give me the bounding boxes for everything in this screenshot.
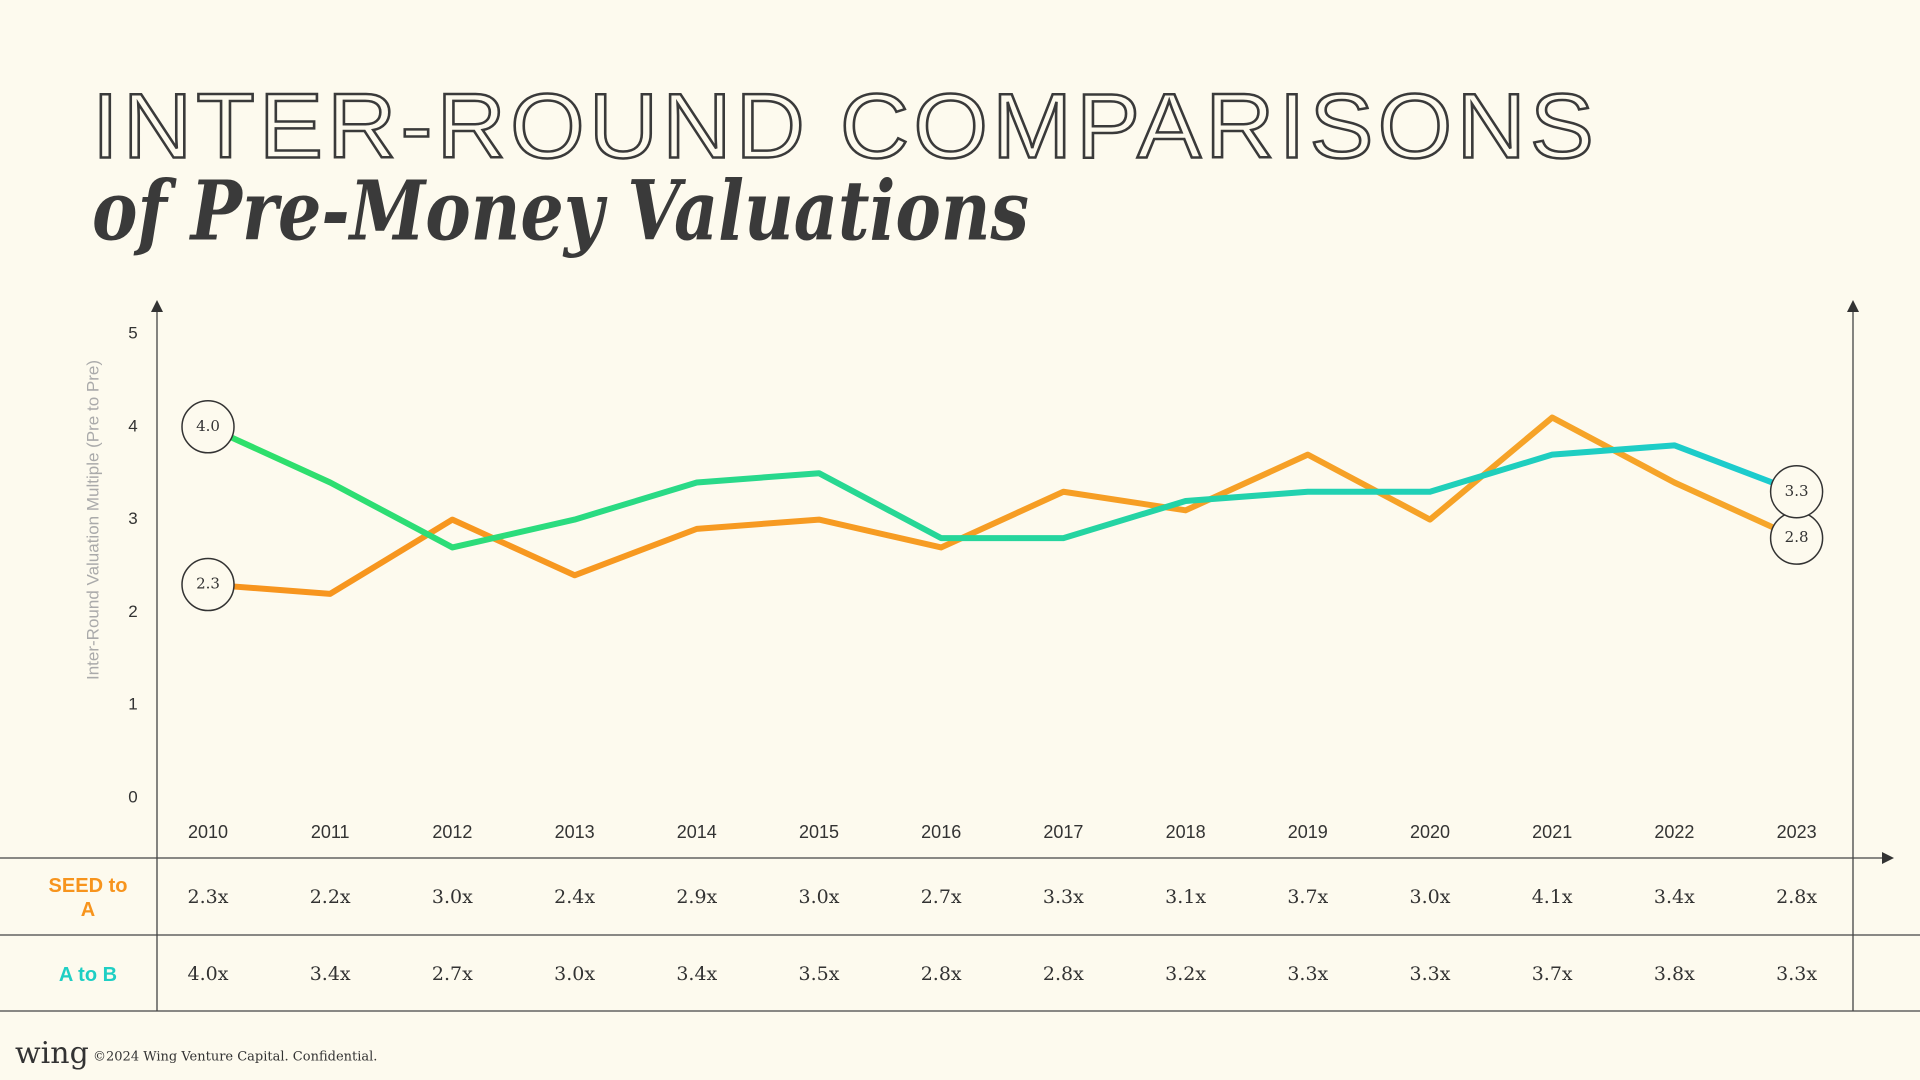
table-value: 3.1x [1165, 886, 1206, 908]
callout-label: 4.0 [196, 417, 220, 435]
series-line [207, 414, 1798, 597]
y-axis-label: Inter-Round Valuation Multiple (Pre to P… [83, 360, 102, 680]
x-tick-label: 2012 [432, 822, 472, 842]
legend-label: SEED to A [48, 875, 128, 921]
axes [0, 304, 1920, 1012]
table-value: 3.3x [1287, 963, 1328, 985]
table-value: 2.8x [921, 963, 962, 985]
y-tick-label: 3 [128, 509, 137, 528]
callout-label: 3.3 [1785, 482, 1809, 500]
x-tick-label: 2014 [677, 822, 717, 842]
legend-label: A to B [58, 964, 118, 986]
table-value: 3.0x [554, 963, 595, 985]
y-tick-label: 0 [128, 787, 137, 806]
x-tick-label: 2022 [1654, 822, 1694, 842]
brand: wing [15, 1036, 89, 1071]
x-tick-label: 2019 [1288, 822, 1328, 842]
x-tick-label: 2021 [1532, 822, 1572, 842]
table-value: 2.7x [432, 963, 473, 985]
y-tick-label: 2 [128, 602, 137, 621]
table-value: 3.3x [1776, 963, 1817, 985]
table-value: 3.3x [1043, 886, 1084, 908]
table-value: 2.4x [554, 886, 595, 908]
x-tick-label: 2016 [921, 822, 961, 842]
table-value: 2.2x [310, 886, 351, 908]
table-value: 2.8x [1776, 886, 1817, 908]
callout-label: 2.3 [196, 575, 220, 593]
table-value: 3.4x [310, 963, 351, 985]
table-value: 4.0x [188, 963, 229, 985]
x-tick-label: 2018 [1166, 822, 1206, 842]
callout-label: 2.8 [1785, 528, 1809, 546]
x-tick-label: 2010 [188, 822, 228, 842]
table-value: 2.3x [188, 886, 229, 908]
callout-circle [181, 400, 235, 454]
y-tick-label: 4 [128, 416, 137, 435]
table-value: 3.8x [1654, 963, 1695, 985]
chart-subtitle: of Pre-Money Valuations [92, 163, 1029, 259]
table-value: 2.7x [921, 886, 962, 908]
table-value: 3.4x [1654, 886, 1695, 908]
x-tick-label: 2017 [1043, 822, 1083, 842]
x-tick-label: 2015 [799, 822, 839, 842]
table-value: 3.4x [676, 963, 717, 985]
x-tick-label: 2023 [1777, 822, 1817, 842]
table-value: 4.1x [1532, 886, 1573, 908]
table-value: 3.2x [1165, 963, 1206, 985]
table-value: 3.0x [799, 886, 840, 908]
chart-title: INTER-ROUND COMPARISONS [92, 75, 1598, 177]
table-value: 3.0x [1410, 886, 1451, 908]
table-value: 3.7x [1287, 886, 1328, 908]
copyright: ©2024 Wing Venture Capital. Confidential… [93, 1050, 377, 1065]
axis-arrows [151, 300, 1894, 864]
series-line [206, 424, 1798, 551]
y-tick-label: 5 [128, 323, 137, 342]
table-value: 3.3x [1410, 963, 1451, 985]
x-tick-label: 2020 [1410, 822, 1450, 842]
table-value: 3.5x [799, 963, 840, 985]
y-tick-label: 1 [128, 695, 137, 714]
table-value: 3.7x [1532, 963, 1573, 985]
x-tick-label: 2011 [311, 822, 350, 842]
table-value: 3.0x [432, 886, 473, 908]
callout-circle [181, 557, 235, 612]
table-value: 2.9x [676, 886, 717, 908]
table-value: 2.8x [1043, 963, 1084, 985]
callout-circle [1769, 465, 1824, 519]
x-tick-label: 2013 [555, 822, 595, 842]
